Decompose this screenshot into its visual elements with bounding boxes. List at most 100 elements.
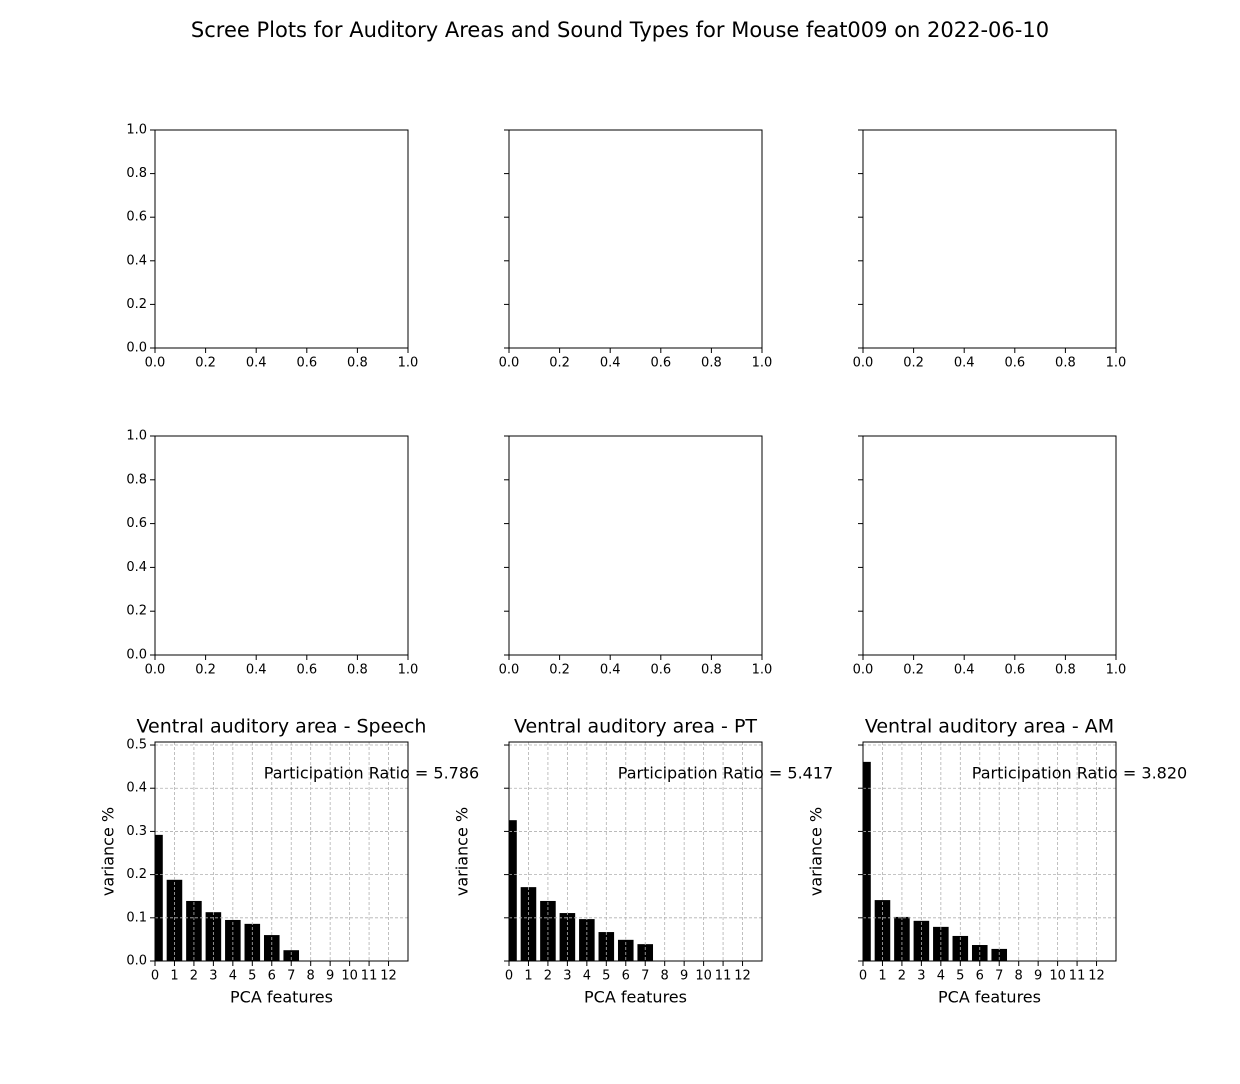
x-tick-label: 4 bbox=[583, 969, 591, 984]
y-tick-label: 0.0 bbox=[126, 648, 147, 663]
axes-frame bbox=[154, 741, 409, 962]
axes-frame bbox=[154, 129, 409, 349]
x-tick-label: 11 bbox=[361, 969, 378, 984]
x-tick-label: 0.4 bbox=[954, 356, 975, 371]
y-tick-label: 0.4 bbox=[126, 560, 147, 575]
x-tick-label: 0 bbox=[151, 969, 159, 984]
y-axis-label: variance % bbox=[807, 807, 826, 896]
y-tick-label: 1.0 bbox=[126, 429, 147, 444]
subplot-title: Ventral auditory area - PT bbox=[514, 716, 757, 738]
x-tick-label: 0 bbox=[859, 969, 867, 984]
bar bbox=[579, 919, 595, 961]
y-tick-label: 0.5 bbox=[126, 738, 147, 753]
x-tick-label: 1 bbox=[524, 969, 532, 984]
subplot: 0.0 0.2 0.4 0.6 0.8 1.0 bbox=[499, 129, 773, 371]
x-tick-label: 10 bbox=[1049, 969, 1066, 984]
x-tick-label: 2 bbox=[544, 969, 552, 984]
figure-title: Scree Plots for Auditory Areas and Sound… bbox=[191, 18, 1049, 42]
y-tick-label: 0.2 bbox=[126, 867, 147, 882]
x-tick-label: 0.8 bbox=[701, 663, 722, 678]
x-tick-label: 0.8 bbox=[1055, 356, 1076, 371]
subplot: 0.0 0.2 0.4 0.6 0.8 1.0 0.0 0.2 0.4 0.6 0.8 1.0 bbox=[126, 123, 418, 371]
bar bbox=[205, 912, 222, 961]
x-tick-label: 0.2 bbox=[903, 663, 924, 678]
x-tick-label: 7 bbox=[995, 969, 1003, 984]
x-axis-label: PCA features bbox=[584, 988, 687, 1007]
subplot-title: Ventral auditory area - Speech bbox=[137, 716, 427, 738]
annotation: Participation Ratio = 5.417 bbox=[618, 764, 833, 783]
x-tick-label: 4 bbox=[229, 969, 237, 984]
x-tick-label: 6 bbox=[622, 969, 630, 984]
x-tick-label: 9 bbox=[680, 969, 688, 984]
x-tick-label: 1.0 bbox=[752, 663, 773, 678]
y-tick-label: 0.0 bbox=[126, 341, 147, 356]
axes-frame bbox=[508, 129, 763, 349]
x-tick-label: 0.4 bbox=[600, 663, 621, 678]
bar bbox=[225, 919, 241, 961]
x-tick-label: 0.4 bbox=[246, 356, 267, 371]
y-axis-label: variance % bbox=[453, 807, 472, 896]
x-tick-label: 11 bbox=[1069, 969, 1086, 984]
x-tick-label: 0.0 bbox=[499, 356, 520, 371]
subplot: 0.0 0.2 0.4 0.6 0.8 1.0 bbox=[853, 129, 1126, 371]
x-tick-label: 7 bbox=[641, 969, 649, 984]
x-tick-label: 2 bbox=[190, 969, 198, 984]
y-tick-label: 0.3 bbox=[126, 824, 147, 839]
x-tick-label: 1.0 bbox=[398, 356, 419, 371]
x-tick-label: 0.2 bbox=[549, 663, 570, 678]
y-tick-label: 0.1 bbox=[126, 910, 147, 925]
x-tick-label: 12 bbox=[734, 969, 751, 984]
x-tick-label: 0.0 bbox=[145, 663, 166, 678]
x-axis-label: PCA features bbox=[938, 988, 1041, 1007]
x-tick-label: 10 bbox=[695, 969, 712, 984]
subplot: 0 1 2 3 4 5 6 7 8 9 10 11 120.00.10.20.30.40.5Ventra… bbox=[99, 716, 480, 1007]
x-tick-label: 12 bbox=[1088, 969, 1105, 984]
x-tick-label: 5 bbox=[956, 969, 964, 984]
axes-frame bbox=[862, 129, 1117, 349]
x-tick-label: 8 bbox=[307, 969, 315, 984]
bar bbox=[186, 900, 202, 961]
y-tick-label: 0.8 bbox=[126, 166, 147, 181]
x-tick-label: 1 bbox=[878, 969, 886, 984]
y-axis-label: variance % bbox=[99, 807, 118, 896]
y-tick-label: 0.6 bbox=[126, 516, 147, 531]
subplot: 0.0 0.2 0.4 0.6 0.8 1.0 bbox=[499, 435, 773, 678]
x-tick-label: 0.4 bbox=[954, 663, 975, 678]
subplot-title: Ventral auditory area - AM bbox=[865, 716, 1114, 738]
bar bbox=[166, 879, 183, 961]
x-axis-label: PCA features bbox=[230, 988, 333, 1007]
subplot: 0.0 0.2 0.4 0.6 0.8 1.0 bbox=[853, 435, 1126, 678]
x-tick-label: 0.8 bbox=[347, 356, 368, 371]
x-tick-label: 4 bbox=[937, 969, 945, 984]
bar bbox=[913, 920, 930, 961]
x-tick-label: 0.2 bbox=[195, 663, 216, 678]
x-tick-label: 0.2 bbox=[549, 356, 570, 371]
subplot: 0.0 0.2 0.4 0.6 0.8 1.0 0.0 0.2 0.4 0.6 0.8 1.0 bbox=[126, 429, 418, 678]
x-tick-label: 1.0 bbox=[752, 356, 773, 371]
axes-frame bbox=[508, 741, 763, 962]
x-tick-label: 5 bbox=[248, 969, 256, 984]
bar bbox=[598, 932, 615, 961]
axes-frame bbox=[508, 435, 763, 656]
y-tick-label: 0.4 bbox=[126, 253, 147, 268]
x-tick-label: 5 bbox=[602, 969, 610, 984]
y-tick-label: 0.2 bbox=[126, 604, 147, 619]
bar bbox=[874, 900, 891, 961]
x-tick-label: 3 bbox=[563, 969, 571, 984]
x-tick-label: 12 bbox=[380, 969, 397, 984]
axes-frame bbox=[154, 435, 409, 656]
x-tick-label: 0.6 bbox=[1004, 356, 1025, 371]
bar bbox=[863, 761, 871, 961]
x-tick-label: 6 bbox=[976, 969, 984, 984]
bar bbox=[283, 950, 300, 961]
x-tick-label: 2 bbox=[898, 969, 906, 984]
x-tick-label: 0.2 bbox=[195, 356, 216, 371]
x-tick-label: 0.6 bbox=[1004, 663, 1025, 678]
x-tick-label: 0.2 bbox=[903, 356, 924, 371]
x-tick-label: 0.0 bbox=[499, 663, 520, 678]
x-tick-label: 11 bbox=[715, 969, 732, 984]
y-tick-label: 0.0 bbox=[126, 954, 147, 969]
x-tick-label: 0.4 bbox=[246, 663, 267, 678]
